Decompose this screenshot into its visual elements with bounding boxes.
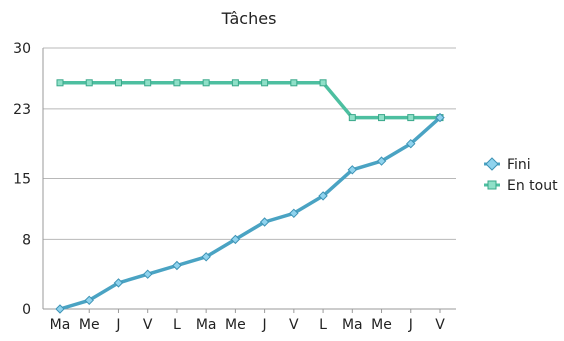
legend: Fini En tout [484, 157, 558, 194]
data-point [84, 295, 94, 306]
x-tick-label: V [289, 317, 299, 333]
data-point [201, 252, 211, 262]
data-point [261, 79, 269, 87]
data-point [435, 112, 445, 123]
data-point [231, 79, 239, 87]
series-en-tout [56, 79, 444, 122]
y-tick-label: 23 [13, 102, 31, 118]
data-point [318, 191, 328, 201]
y-tick-label: 15 [13, 172, 31, 188]
gridlines [43, 47, 456, 240]
legend-marker [487, 180, 497, 190]
data-point [56, 79, 64, 87]
x-tick-label: Me [371, 317, 392, 333]
legend-label: Fini [507, 157, 531, 173]
legend-label: En tout [507, 178, 558, 194]
x-tick-label: L [319, 317, 327, 333]
legend-item: En tout [484, 178, 558, 194]
data-point [406, 138, 416, 149]
y-tick-label: 30 [13, 41, 31, 57]
series-line [58, 115, 442, 311]
data-point [114, 79, 122, 87]
data-point [347, 165, 358, 175]
data-point [142, 269, 153, 279]
data-point [172, 260, 182, 271]
axes: 0 8 15 23 30 Ma Me J V L Ma Me J V L Ma Me J V [13, 41, 456, 333]
data-point [378, 114, 386, 122]
data-point [230, 234, 241, 245]
x-tick-label: J [115, 317, 120, 333]
legend-item: Fini [484, 157, 531, 173]
x-tick-label: Me [79, 317, 100, 333]
x-tick-label: V [435, 317, 445, 333]
data-point [289, 208, 299, 219]
data-point [348, 114, 356, 122]
data-point [407, 114, 415, 122]
x-tick-label: L [173, 317, 181, 333]
data-point [173, 79, 181, 87]
x-tick-label: J [262, 317, 267, 333]
y-tick-label: 8 [22, 232, 31, 248]
data-point [113, 278, 124, 288]
chart-title: Tâches [221, 9, 277, 28]
data-point [259, 217, 270, 227]
x-tick-label: Ma [196, 317, 217, 333]
series-fini [55, 112, 445, 314]
x-tick-label: Me [225, 317, 246, 333]
data-point [319, 79, 327, 87]
legend-marker [485, 157, 499, 171]
data-point [55, 304, 65, 314]
x-tick-label: V [143, 317, 153, 333]
x-tick-label: J [408, 317, 413, 333]
data-point [202, 79, 210, 87]
series-line [58, 81, 442, 120]
data-point [290, 79, 298, 87]
series-lines [55, 79, 445, 314]
y-tick-label: 0 [22, 302, 31, 318]
x-tick-label: Ma [342, 317, 363, 333]
data-point [85, 79, 93, 87]
data-point [376, 156, 387, 166]
x-tick-label: Ma [50, 317, 71, 333]
data-point [144, 79, 152, 87]
